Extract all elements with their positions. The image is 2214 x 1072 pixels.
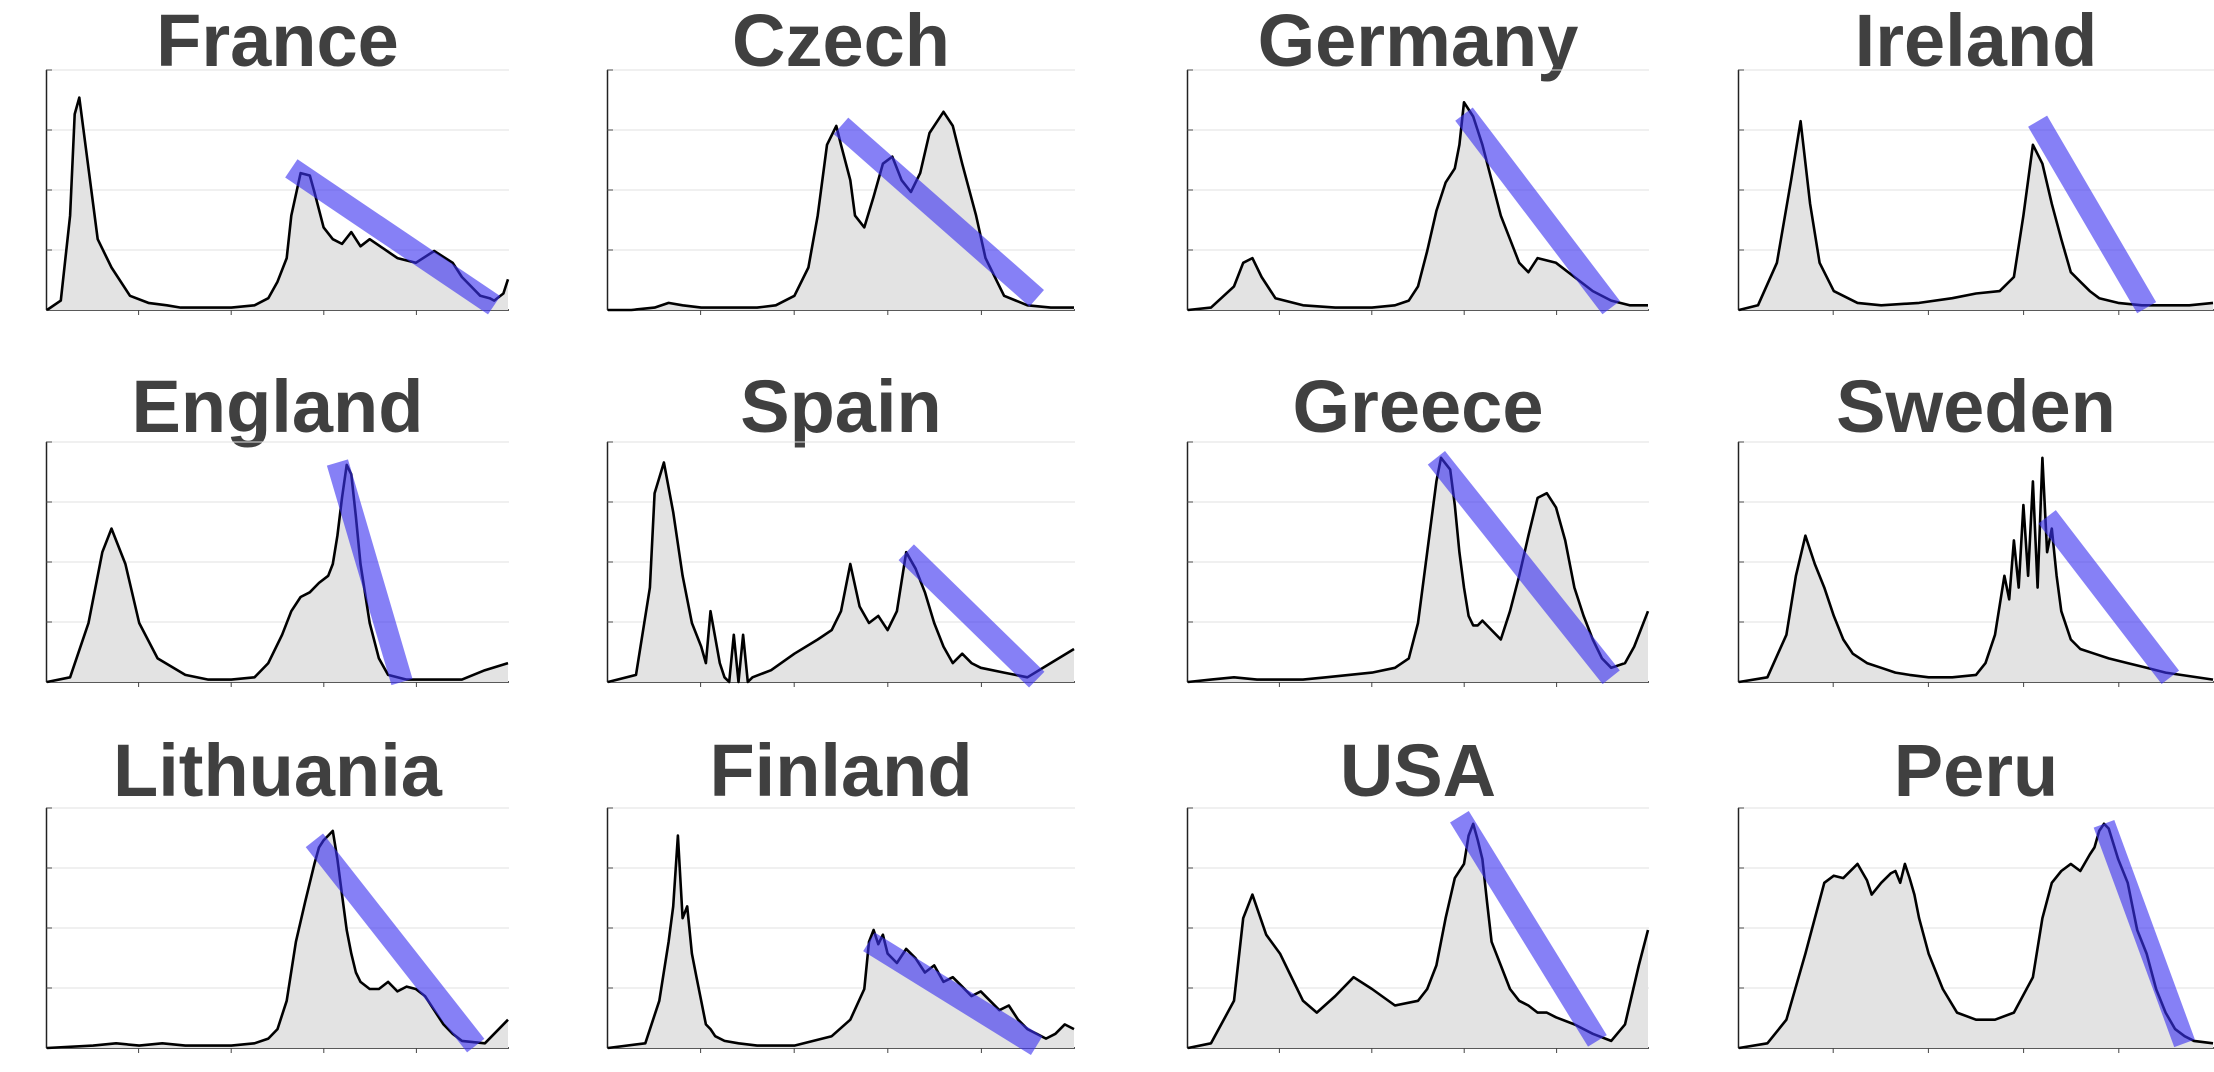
series-area [47, 97, 508, 310]
chart-panel: Lithuania [45, 728, 509, 1060]
plot-area [1186, 69, 1649, 315]
chart-title: Greece [1292, 365, 1544, 448]
chart-title: Spain [740, 365, 942, 448]
chart-title: USA [1339, 729, 1497, 812]
chart-title: England [131, 365, 424, 448]
trend-band [326, 459, 413, 686]
chart-title: Finland [709, 729, 973, 812]
series-line [1187, 822, 1650, 1050]
chart-title: Ireland [1854, 0, 2098, 82]
plot-area [1186, 441, 1650, 687]
series-area [47, 464, 508, 682]
chart-panel: Czech [606, 0, 1075, 322]
chart-title: Peru [1893, 729, 2059, 812]
plot-area [45, 807, 509, 1053]
plot-area [606, 807, 1075, 1055]
plot-area [606, 69, 1075, 315]
chart-panel: USA [1186, 728, 1650, 1060]
series-area [1739, 457, 2213, 682]
plot-area [1737, 807, 2214, 1053]
chart-panel: Germany [1186, 0, 1649, 322]
chart-title: Czech [732, 0, 950, 82]
chart-panel: Peru [1737, 728, 2214, 1060]
plot-area [1186, 807, 1650, 1053]
series-area [608, 462, 1074, 682]
trend-band [898, 544, 1045, 688]
trend-band [1455, 107, 1620, 315]
trend-band [2028, 115, 2157, 314]
trend-band [1427, 450, 1620, 685]
plot-area [1737, 441, 2214, 687]
series-line [1187, 101, 1648, 312]
chart-title: Germany [1257, 0, 1579, 82]
chart-panel: Ireland [1737, 0, 2214, 322]
series-area [1739, 823, 2213, 1048]
trend-band [2093, 820, 2195, 1048]
plot-area [606, 441, 1075, 688]
chart-title: France [156, 0, 399, 82]
plot-area [45, 441, 509, 687]
trend-band [305, 833, 485, 1053]
series-area [47, 830, 508, 1048]
chart-panel: England [45, 365, 509, 694]
chart-panel: Finland [606, 728, 1075, 1060]
plot-area [1737, 69, 2214, 315]
series-line [1187, 456, 1650, 684]
series-area [1739, 121, 2213, 310]
plot-area [45, 69, 510, 315]
chart-panel: Sweden [1737, 365, 2214, 694]
chart-panel: Spain [606, 365, 1075, 694]
trend-band [833, 117, 1044, 307]
series-area [1188, 102, 1648, 310]
chart-panel: Greece [1186, 365, 1650, 694]
trend-band [863, 932, 1043, 1055]
series-area [608, 111, 1074, 310]
series-area [1188, 823, 1648, 1048]
series-line [607, 461, 1075, 684]
trend-band [1450, 810, 1607, 1047]
series-line [1738, 119, 2214, 312]
trend-band [2038, 510, 2180, 684]
chart-panel: France [45, 0, 510, 322]
series-area [1188, 457, 1648, 682]
trend-band [285, 159, 501, 315]
chart-title: Lithuania [113, 729, 442, 812]
series-line [1738, 456, 2214, 684]
series-line [608, 110, 1074, 312]
chart-title: Sweden [1836, 365, 2116, 448]
